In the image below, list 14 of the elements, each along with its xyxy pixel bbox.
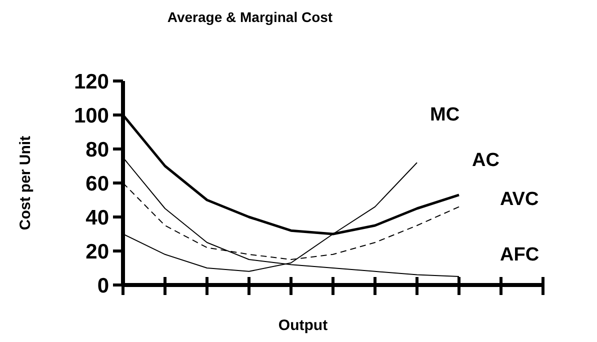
- y-tick-label: 100: [74, 104, 109, 128]
- text: MC: [430, 104, 460, 126]
- y-tick-label: 60: [86, 172, 109, 196]
- y-axis-title: Cost per Unit: [17, 136, 34, 230]
- text: AFC: [500, 244, 540, 266]
- x-axis-title: Output: [278, 317, 328, 334]
- y-tick-label: 0: [97, 274, 109, 298]
- y-tick-label: 120: [74, 70, 109, 94]
- y-tick-label: 80: [86, 138, 109, 162]
- chart-title: Average & Marginal Cost: [167, 9, 333, 25]
- y-tick-label: 40: [86, 206, 109, 230]
- text: AVC: [500, 188, 539, 210]
- series-label: AC: [472, 150, 500, 171]
- y-tick-label: 20: [86, 240, 109, 264]
